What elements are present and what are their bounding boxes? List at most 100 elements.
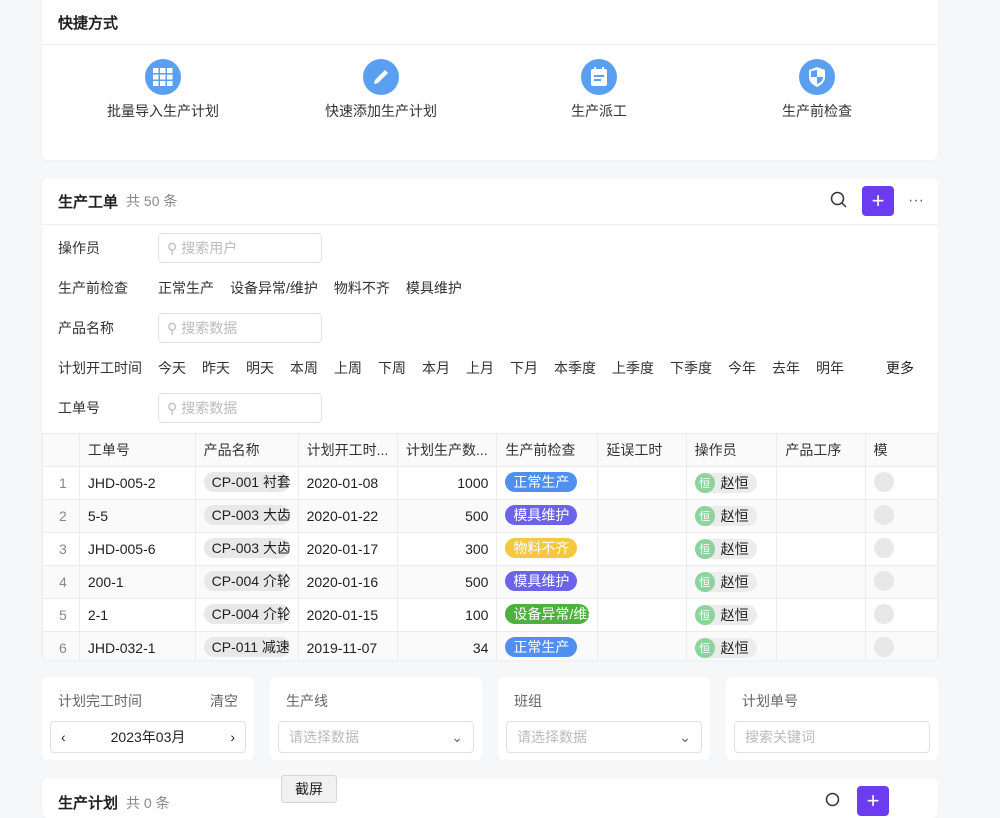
check-cell: 正常生产 <box>496 631 599 660</box>
search-icon[interactable] <box>830 191 848 212</box>
search-icon: ⚲ <box>167 399 178 416</box>
check-cell: 物料不齐 <box>496 532 599 566</box>
date-option[interactable]: 今年 <box>728 360 756 376</box>
shortcut-dispatch[interactable]: 生产派工 <box>499 59 699 121</box>
product-cell: CP-011 减速器 <box>194 631 299 660</box>
operator-chip[interactable]: 恒赵恒 <box>694 539 757 559</box>
date-option[interactable]: 明天 <box>246 360 274 376</box>
plans-count: 共 0 条 <box>126 795 170 811</box>
status-badge: 正常生产 <box>505 471 578 492</box>
extra-cell <box>864 466 938 500</box>
filter-label: 计划完工时间 <box>58 693 142 709</box>
check-option[interactable]: 正常生产 <box>158 280 214 296</box>
product-cell: CP-004 介轮 <box>194 565 299 599</box>
add-button[interactable]: + <box>857 786 889 816</box>
order-number: JHD-005-2 <box>78 466 196 500</box>
extra-cell <box>864 598 938 632</box>
chevron-right-icon[interactable]: › <box>230 729 235 745</box>
check-option[interactable]: 模具维护 <box>405 280 462 296</box>
operator-chip[interactable]: 恒赵恒 <box>694 638 757 658</box>
table-grid-icon <box>145 59 181 95</box>
column-header[interactable]: 延误工时 <box>597 433 687 467</box>
search-icon[interactable] <box>825 792 843 813</box>
clear-button[interactable]: 清空 <box>210 693 238 709</box>
order-number: 200-1 <box>78 565 196 599</box>
operator-search-input[interactable]: ⚲ 搜索用户 <box>158 233 322 263</box>
table-row[interactable]: 1 JHD-005-2 CP-001 衬套 2020-01-08 1000 正常生产 恒赵恒 <box>42 466 938 500</box>
row-index: 4 <box>42 565 80 599</box>
delay-hours <box>597 466 687 500</box>
team-select[interactable]: 请选择数据 ⌄ <box>506 721 702 753</box>
date-option[interactable]: 下周 <box>378 360 406 376</box>
shortcut-quick-add[interactable]: 快速添加生产计划 <box>281 59 481 121</box>
shortcut-pre-check[interactable]: 生产前检查 <box>717 59 917 121</box>
delay-hours <box>597 532 687 566</box>
order-number: 5-5 <box>78 499 196 533</box>
product-search-input[interactable]: ⚲ 搜索数据 <box>158 313 322 343</box>
filter-label: 班组 <box>514 693 542 709</box>
column-header[interactable]: 计划开工时... <box>297 433 399 467</box>
column-header[interactable]: 生产前检查 <box>496 433 599 467</box>
date-option[interactable]: 明年 <box>816 360 844 376</box>
column-header[interactable]: 操作员 <box>685 433 778 467</box>
plan-number-input[interactable]: 搜索关键词 <box>734 721 930 753</box>
product-cell: CP-003 大齿轮 <box>194 532 299 566</box>
screenshot-tooltip: 截屏 <box>281 775 337 803</box>
date-option[interactable]: 本季度 <box>554 360 596 376</box>
column-header[interactable]: 工单号 <box>78 433 196 467</box>
extra-pill <box>873 570 894 591</box>
start-date: 2020-01-15 <box>297 598 399 632</box>
more-icon[interactable]: ··· <box>908 192 924 209</box>
date-option[interactable]: 本周 <box>290 360 318 376</box>
table-row[interactable]: 4 200-1 CP-004 介轮 2020-01-16 500 模具维护 恒赵恒 <box>42 565 938 599</box>
chevron-left-icon[interactable]: ‹ <box>61 729 66 745</box>
order-number: JHD-032-1 <box>78 631 196 660</box>
operator-chip[interactable]: 恒赵恒 <box>694 572 757 592</box>
placeholder: 请选择数据 <box>517 729 587 745</box>
order-search-input[interactable]: ⚲ 搜索数据 <box>158 393 322 423</box>
clipboard-icon <box>581 59 617 95</box>
date-option[interactable]: 上季度 <box>612 360 654 376</box>
product-pill: CP-011 减速器 <box>203 636 290 657</box>
production-line-select[interactable]: 请选择数据 ⌄ <box>278 721 474 753</box>
date-option[interactable]: 本月 <box>422 360 450 376</box>
planned-qty: 34 <box>397 631 498 660</box>
column-header[interactable]: 计划生产数... <box>397 433 498 467</box>
start-date: 2020-01-17 <box>297 532 399 566</box>
month-picker[interactable]: ‹ 2023年03月 › <box>50 721 246 753</box>
extra-cell <box>864 499 938 533</box>
date-option[interactable]: 去年 <box>772 360 800 376</box>
check-option[interactable]: 设备异常/维护 <box>230 280 318 296</box>
date-option[interactable]: 下季度 <box>670 360 712 376</box>
operator-chip[interactable]: 恒赵恒 <box>694 506 757 526</box>
column-header[interactable]: 产品工序 <box>776 433 866 467</box>
extra-pill <box>873 504 894 525</box>
column-header[interactable] <box>42 433 80 467</box>
shortcut-batch-import[interactable]: 批量导入生产计划 <box>63 59 263 121</box>
finish-time-filter: 计划完工时间 清空 ‹ 2023年03月 › <box>42 677 254 760</box>
column-header[interactable]: 产品名称 <box>194 433 299 467</box>
check-option[interactable]: 物料不齐 <box>333 280 390 296</box>
shortcuts-title: 快捷方式 <box>42 0 938 45</box>
chevron-down-icon: ⌄ <box>679 728 691 745</box>
operator-chip[interactable]: 恒赵恒 <box>694 605 757 625</box>
product-process <box>776 532 866 566</box>
date-option[interactable]: 上周 <box>334 360 362 376</box>
search-icon: ⚲ <box>167 239 178 256</box>
date-option[interactable]: 下月 <box>510 360 538 376</box>
add-button[interactable]: + <box>862 186 895 216</box>
column-header[interactable]: 模 <box>864 433 938 467</box>
avatar: 恒 <box>694 605 715 625</box>
work-orders-count: 共 50 条 <box>126 193 178 209</box>
more-dates-button[interactable]: 更多 <box>886 360 914 376</box>
operator-chip[interactable]: 恒赵恒 <box>694 473 757 493</box>
date-option[interactable]: 今天 <box>158 360 186 376</box>
product-cell: CP-003 大齿轮 <box>194 499 299 533</box>
date-option[interactable]: 上月 <box>466 360 494 376</box>
date-option[interactable]: 昨天 <box>202 360 230 376</box>
filter-label: 操作员 <box>58 240 100 256</box>
